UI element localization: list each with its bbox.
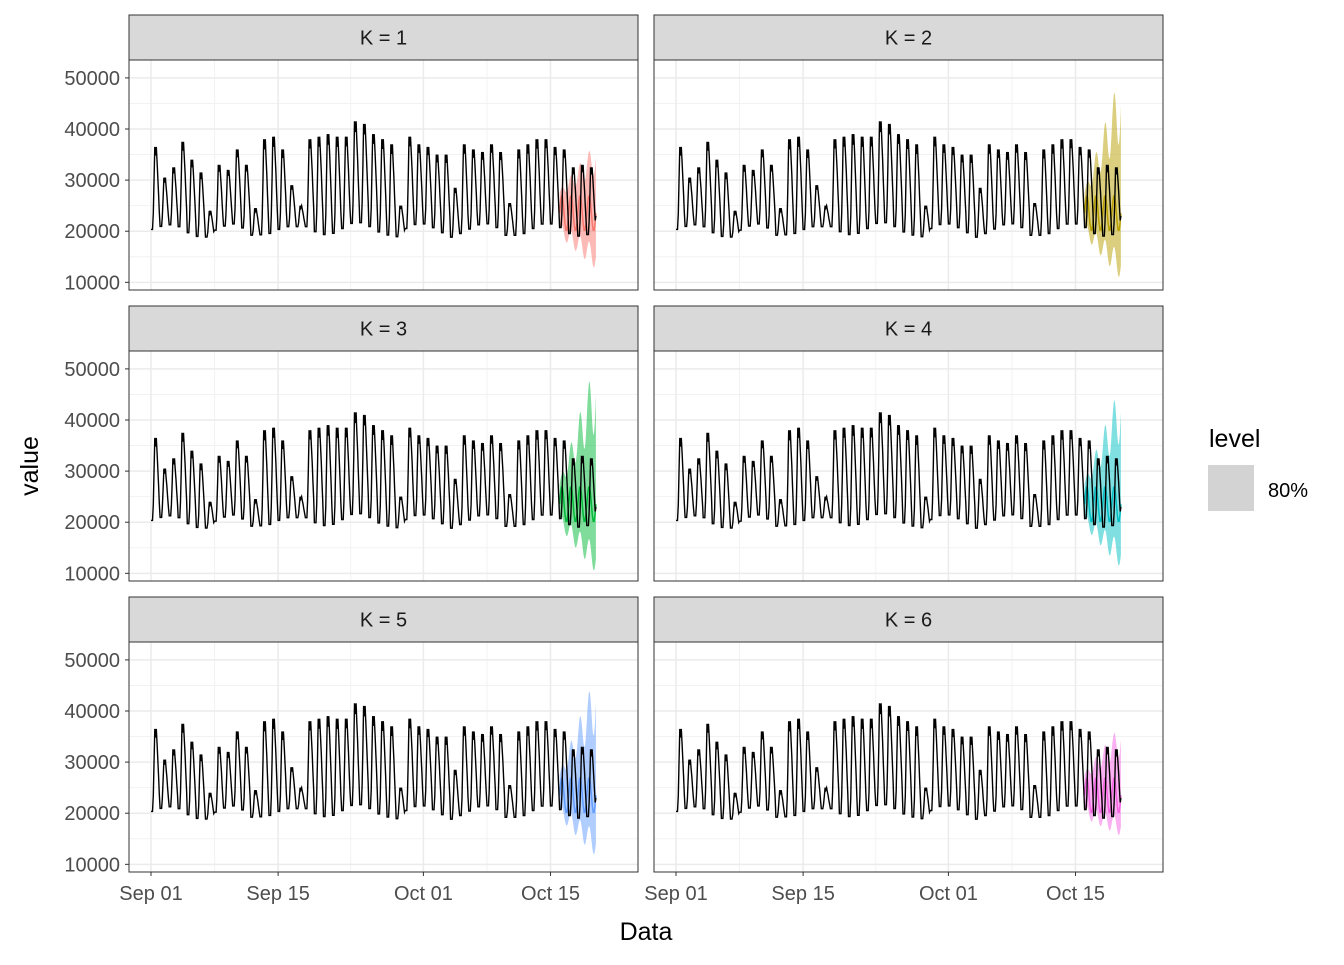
- facet-strip: [128, 305, 639, 352]
- x-tick-label: Sep 01: [119, 883, 182, 905]
- panel-border: [653, 641, 1164, 873]
- y-tick-label: 30000: [64, 461, 120, 483]
- observed-series-line: [676, 121, 1122, 238]
- x-tick-label: Sep 15: [246, 883, 309, 905]
- facet-panel-4: K = 4: [653, 305, 1164, 582]
- observed-series-line: [151, 412, 597, 529]
- facet-strip-label: K = 2: [885, 28, 932, 50]
- y-tick-label: 30000: [64, 752, 120, 774]
- plot-background: [654, 351, 1163, 581]
- y-axis-title: value: [16, 436, 44, 496]
- y-tick-label: 50000: [64, 68, 120, 90]
- observed-series-line: [676, 703, 1122, 820]
- panel-border: [653, 59, 1164, 291]
- legend-title: level: [1209, 425, 1260, 453]
- plot-background: [129, 351, 638, 581]
- y-tick-label: 20000: [64, 512, 120, 534]
- y-tick-label: 40000: [64, 701, 120, 723]
- facet-strip: [653, 305, 1164, 352]
- y-tick-label: 30000: [64, 170, 120, 192]
- facet-panel-3: K = 3 10000 20000 30000 40000 50000: [64, 305, 639, 585]
- y-tick-label: 50000: [64, 650, 120, 672]
- legend: level 80%: [1208, 425, 1308, 511]
- plot-background: [129, 60, 638, 290]
- panel-border: [128, 641, 639, 873]
- x-tick-label: Sep 15: [771, 883, 834, 905]
- facet-strip-label: K = 6: [885, 610, 932, 632]
- facet-strip-label: K = 4: [885, 319, 932, 341]
- x-axis-title: Data: [620, 918, 673, 946]
- observed-series-line: [151, 703, 597, 820]
- facet-panel-6: K = 6 Sep 01 Sep 15 Oct 01 Oct 15: [644, 596, 1164, 905]
- facet-strip-label: K = 5: [360, 610, 407, 632]
- y-tick-label: 10000: [64, 272, 120, 294]
- y-tick-label: 40000: [64, 119, 120, 141]
- facet-strip-label: K = 3: [360, 319, 407, 341]
- x-tick-label: Sep 01: [644, 883, 707, 905]
- facet-strip: [128, 14, 639, 61]
- facet-strip: [128, 596, 639, 643]
- y-tick-label: 10000: [64, 854, 120, 876]
- plot-background: [129, 642, 638, 872]
- facet-panel-2: K = 2: [653, 14, 1164, 291]
- y-tick-label: 10000: [64, 563, 120, 585]
- y-tick-label: 20000: [64, 803, 120, 825]
- panel-border: [653, 350, 1164, 582]
- facet-panel-1: K = 1 10000 20000 30000 40000 50000: [64, 14, 639, 294]
- legend-swatch: [1208, 465, 1254, 511]
- facet-panel-5: K = 5 10000 20000 30000 40000 50000 Sep 01 Sep …: [64, 596, 639, 905]
- x-tick-label: Oct 01: [394, 883, 453, 905]
- facet-strip-label: K = 1: [360, 28, 407, 50]
- x-tick-label: Oct 15: [1046, 883, 1105, 905]
- x-tick-label: Oct 15: [521, 883, 580, 905]
- y-tick-label: 20000: [64, 221, 120, 243]
- panel-border: [128, 350, 639, 582]
- facet-strip: [653, 14, 1164, 61]
- observed-series-line: [676, 412, 1122, 529]
- panel-border: [128, 59, 639, 291]
- y-tick-label: 50000: [64, 359, 120, 381]
- legend-item-label: 80%: [1268, 480, 1308, 502]
- plot-background: [654, 642, 1163, 872]
- x-tick-label: Oct 01: [919, 883, 978, 905]
- plot-background: [654, 60, 1163, 290]
- observed-series-line: [151, 121, 597, 238]
- y-tick-label: 40000: [64, 410, 120, 432]
